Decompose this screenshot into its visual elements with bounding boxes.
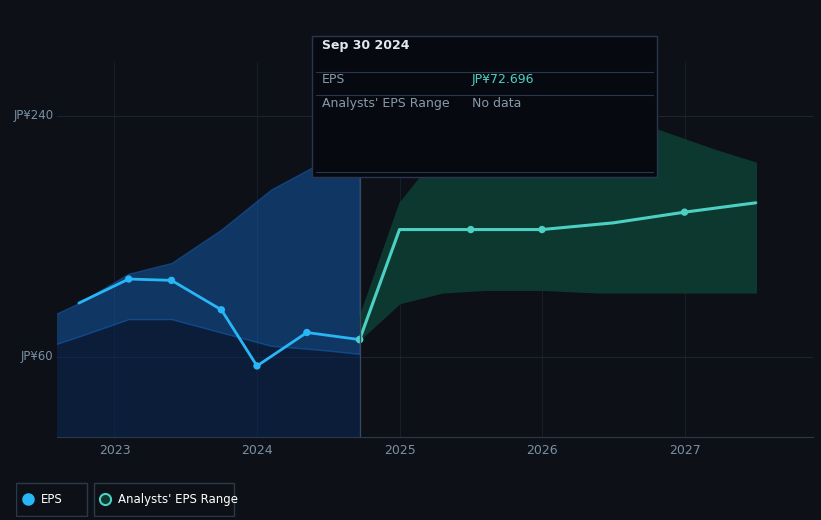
Point <box>678 208 691 216</box>
Point <box>215 306 228 314</box>
Text: Sep 30 2024: Sep 30 2024 <box>322 40 410 53</box>
FancyBboxPatch shape <box>94 483 235 516</box>
Text: EPS: EPS <box>322 73 345 86</box>
Text: JP¥72.696: JP¥72.696 <box>472 73 534 86</box>
Text: Analysts' EPS Range: Analysts' EPS Range <box>322 97 449 110</box>
Point <box>300 328 314 336</box>
Text: Actual: Actual <box>317 100 354 113</box>
Point <box>535 225 548 233</box>
Point <box>250 362 264 370</box>
Text: Analysts' EPS Range: Analysts' EPS Range <box>118 493 238 505</box>
Text: JP¥60: JP¥60 <box>21 350 53 363</box>
FancyBboxPatch shape <box>16 483 87 516</box>
Point <box>122 275 135 283</box>
Point <box>353 335 366 344</box>
Point <box>353 335 366 344</box>
Text: EPS: EPS <box>40 493 62 505</box>
Text: JP¥240: JP¥240 <box>14 109 53 122</box>
Text: Analysts Forecasts: Analysts Forecasts <box>365 100 475 113</box>
Text: No data: No data <box>472 97 521 110</box>
Point <box>165 276 178 284</box>
Point <box>464 225 477 233</box>
